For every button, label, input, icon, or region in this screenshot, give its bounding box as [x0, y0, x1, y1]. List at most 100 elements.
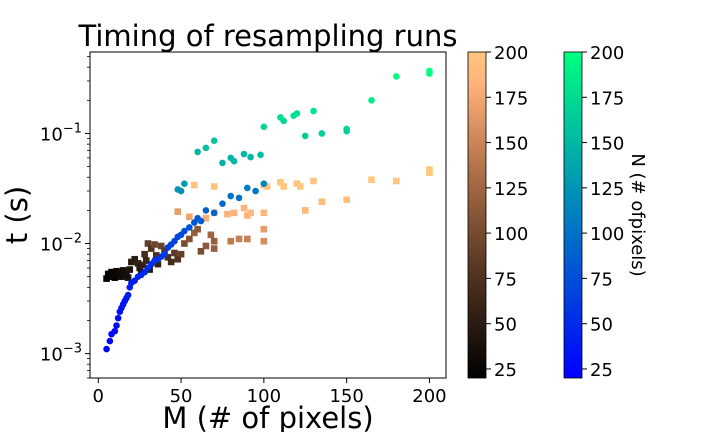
data-point-circle: [106, 337, 114, 345]
data-point-circle: [260, 123, 268, 131]
data-point-circle: [114, 314, 122, 322]
data-point-square: [426, 166, 433, 173]
data-point-circle: [227, 192, 235, 200]
colorbar-tick-label: 200: [494, 43, 528, 64]
data-point-circle: [161, 250, 168, 258]
data-point-square: [164, 253, 172, 261]
data-point-circle: [174, 186, 182, 193]
data-point-square: [318, 198, 326, 205]
data-point-circle: [293, 110, 301, 117]
data-point-square: [202, 242, 210, 250]
data-point-circle: [252, 187, 259, 195]
colorbar-tick-label: 175: [494, 88, 528, 109]
scatter-markers: [103, 67, 433, 353]
data-point-square: [157, 242, 165, 250]
data-point-square: [111, 274, 119, 281]
data-point-square: [343, 196, 350, 204]
data-point-square: [103, 275, 110, 282]
data-point-circle: [280, 117, 288, 125]
data-point-square: [181, 240, 188, 247]
y-axis-label: t (s): [0, 186, 34, 244]
colorbar-tick-label: 150: [494, 134, 528, 155]
y-tick-label: 10−2: [40, 232, 82, 256]
colorbar-tick-label: 200: [590, 43, 624, 64]
data-point-square: [167, 258, 175, 266]
data-point-square: [368, 176, 375, 184]
data-point-square: [139, 261, 147, 269]
data-point-square: [296, 183, 304, 190]
data-point-square: [310, 177, 317, 185]
data-point-square: [191, 229, 198, 237]
data-point-square: [280, 183, 288, 190]
data-point-square: [124, 274, 132, 281]
data-point-circle: [111, 327, 119, 335]
data-point-square: [227, 237, 235, 245]
data-point-square: [210, 237, 218, 245]
data-point-square: [235, 235, 243, 243]
data-point-square: [186, 235, 193, 243]
data-point-circle: [235, 194, 243, 202]
data-point-square: [126, 266, 134, 273]
data-point-square: [277, 179, 284, 186]
data-point-circle: [219, 159, 226, 167]
plot-frame: [89, 51, 447, 379]
colorbar-tick-label: 75: [590, 269, 613, 290]
data-point-square: [301, 207, 309, 214]
data-point-square: [131, 255, 139, 263]
data-point-square: [141, 250, 148, 258]
data-point-square: [136, 264, 143, 272]
x-axis: 0 50 100 150 200: [93, 378, 447, 407]
colorbar-winter: [563, 51, 583, 379]
colorbar-tick-label: 25: [590, 360, 613, 381]
data-point-square: [247, 209, 254, 217]
colorbar-tick-label: 100: [494, 224, 528, 245]
data-point-square: [174, 255, 182, 263]
data-point-circle: [219, 200, 226, 208]
data-point-square: [293, 180, 301, 187]
data-point-square: [123, 268, 130, 276]
data-point-circle: [301, 132, 309, 140]
data-point-square: [186, 213, 193, 221]
data-point-square: [134, 260, 142, 267]
data-point-square: [393, 177, 400, 185]
data-point-circle: [257, 151, 264, 159]
colorbar-tick-label: 75: [494, 269, 517, 290]
data-point-square: [116, 269, 124, 277]
x-tick-label: 0: [93, 386, 104, 407]
data-point-square: [260, 225, 268, 233]
y-tick-label: 10−3: [40, 342, 82, 366]
colorbar-tick-label: 25: [494, 360, 517, 381]
data-point-square: [106, 273, 114, 280]
x-tick-label: 200: [412, 386, 446, 407]
data-point-circle: [202, 207, 210, 214]
data-point-square: [224, 210, 231, 218]
data-point-square: [144, 240, 152, 247]
data-point-square: [194, 225, 201, 233]
data-point-square: [210, 245, 218, 252]
data-point-circle: [181, 227, 188, 235]
colorbar-tick-label: 50: [494, 315, 517, 336]
data-point-circle: [210, 137, 218, 144]
data-point-circle: [194, 148, 201, 156]
colorbar-copper: [467, 51, 487, 379]
data-point-square: [177, 250, 185, 258]
data-point-square: [210, 183, 218, 190]
data-point-square: [154, 260, 162, 268]
data-point-square: [174, 208, 182, 215]
data-point-circle: [426, 67, 433, 75]
data-point-circle: [113, 322, 120, 329]
data-point-square: [197, 247, 205, 255]
data-point-square: [147, 245, 155, 252]
x-tick-label: 100: [247, 386, 281, 407]
data-point-circle: [197, 217, 205, 225]
data-point-circle: [124, 291, 132, 299]
x-axis-label: M (# of pixels): [162, 401, 373, 432]
x-tick-label: 150: [329, 386, 363, 407]
data-point-circle: [247, 153, 254, 161]
data-point-circle: [368, 97, 375, 104]
data-point-square: [244, 235, 251, 243]
data-point-square: [118, 273, 125, 280]
data-point-circle: [260, 180, 268, 187]
data-point-circle: [310, 107, 317, 115]
